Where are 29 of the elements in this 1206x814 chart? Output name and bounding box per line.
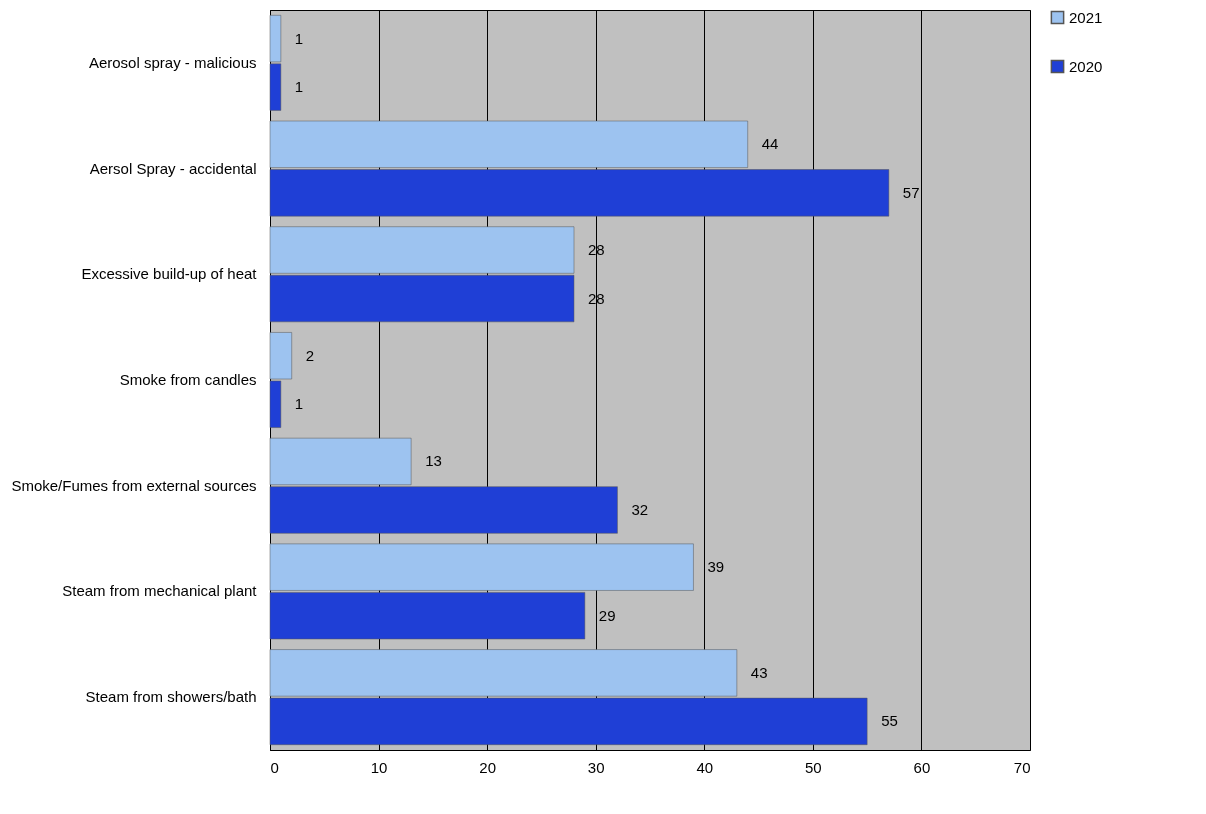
y-tick-label: Aerosol spray - malicious [88,53,257,71]
x-tick-label: 60 [913,758,931,776]
legend-label: 2021 [1069,8,1103,26]
y-tick-label: Steam from showers/bath [85,688,257,706]
data-label: 44 [761,135,779,153]
y-tick-label: Aersol Spray - accidental [89,159,257,177]
data-label: 39 [707,558,725,576]
y-tick-label: Excessive build-up of heat [81,265,258,283]
data-label: 2 [305,346,315,364]
data-label: 13 [425,452,442,470]
data-label: 32 [631,500,649,518]
data-label: 43 [750,663,768,681]
data-label: 1 [294,395,304,413]
legend-label: 2020 [1069,57,1103,75]
data-label: 1 [294,29,304,47]
y-tick-label: Smoke from candles [119,371,257,388]
data-label: 1 [294,78,304,96]
x-tick-label: 30 [587,758,605,776]
data-label: 55 [881,712,898,730]
x-tick-label: 20 [479,758,496,776]
x-tick-label: 50 [805,758,822,776]
x-tick-label: 70 [1013,758,1031,776]
x-tick-label: 10 [370,758,388,776]
y-tick-label: Steam from mechanical plant [62,582,258,600]
data-label: 29 [598,606,616,624]
data-label: 57 [902,183,920,201]
x-tick-label: 40 [696,758,714,776]
y-tick-label: Smoke/Fumes from external sources [11,476,257,494]
x-tick-label: 0 [270,758,279,776]
